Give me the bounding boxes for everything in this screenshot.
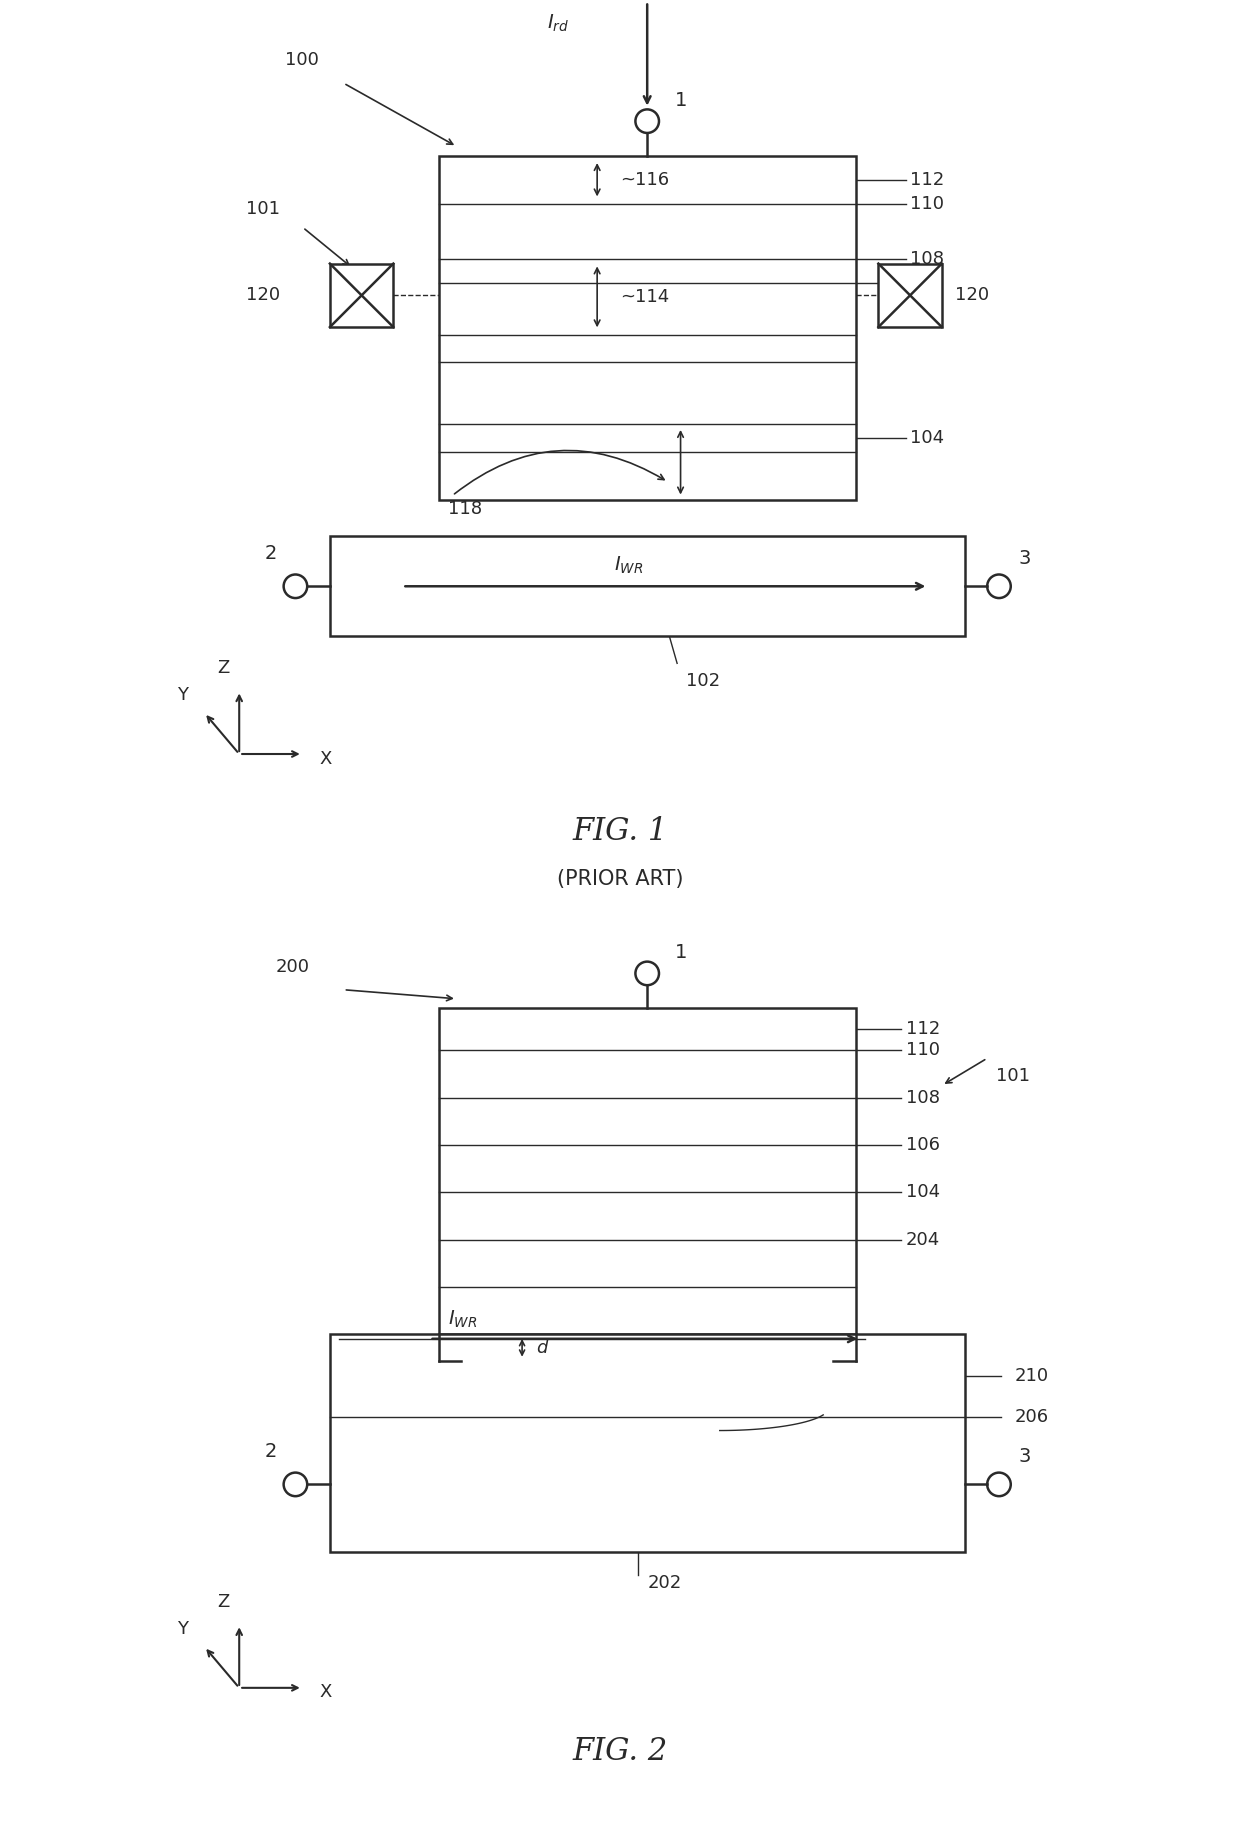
- Bar: [439, 155, 856, 501]
- Text: ~114: ~114: [620, 287, 670, 305]
- Text: 1: 1: [675, 943, 687, 962]
- Text: 101: 101: [246, 199, 280, 218]
- Bar: [330, 1334, 965, 1552]
- Text: X: X: [319, 1684, 331, 1702]
- Bar: [878, 263, 942, 327]
- Text: 210: 210: [1014, 1367, 1049, 1384]
- Text: $I_{WR}$: $I_{WR}$: [614, 556, 644, 576]
- Text: Z: Z: [217, 658, 229, 676]
- Text: 112: 112: [905, 1020, 940, 1038]
- Text: 110: 110: [905, 1042, 940, 1058]
- Text: Y: Y: [177, 686, 188, 704]
- Bar: [330, 536, 965, 636]
- Text: 101: 101: [996, 1068, 1030, 1086]
- Text: 112: 112: [910, 170, 945, 188]
- Text: FIG. 1: FIG. 1: [573, 815, 667, 846]
- Text: 204: 204: [905, 1230, 940, 1249]
- Text: $I_{WR}$: $I_{WR}$: [448, 1309, 477, 1331]
- Text: 120: 120: [956, 287, 990, 303]
- Text: 108: 108: [905, 1089, 940, 1106]
- Text: 206: 206: [1014, 1408, 1049, 1426]
- Text: 120: 120: [246, 287, 280, 303]
- Text: ~116: ~116: [620, 170, 668, 188]
- Text: 1: 1: [675, 91, 687, 110]
- Text: 110: 110: [910, 196, 944, 212]
- Text: X: X: [319, 749, 331, 768]
- Text: 202: 202: [647, 1574, 682, 1592]
- Text: 118: 118: [448, 499, 482, 517]
- Text: 106: 106: [905, 1135, 940, 1153]
- Text: 100: 100: [284, 51, 319, 69]
- Text: 3: 3: [1019, 548, 1032, 569]
- Text: 104: 104: [910, 430, 944, 448]
- Text: 2: 2: [265, 545, 277, 563]
- Text: 3: 3: [1019, 1446, 1032, 1466]
- Text: Z: Z: [217, 1592, 229, 1610]
- Text: $I_{rd}$: $I_{rd}$: [548, 13, 569, 35]
- Text: Y: Y: [177, 1620, 188, 1638]
- Text: (PRIOR ART): (PRIOR ART): [557, 870, 683, 890]
- Text: 108: 108: [910, 250, 944, 269]
- Text: 200: 200: [275, 958, 310, 976]
- Bar: [330, 263, 393, 327]
- Text: 104: 104: [905, 1183, 940, 1201]
- Text: d: d: [536, 1338, 547, 1356]
- Text: 2: 2: [265, 1442, 277, 1461]
- Text: FIG. 2: FIG. 2: [573, 1737, 667, 1768]
- Text: 102: 102: [686, 673, 720, 691]
- Text: 106: 106: [910, 274, 944, 292]
- Bar: [439, 1007, 856, 1334]
